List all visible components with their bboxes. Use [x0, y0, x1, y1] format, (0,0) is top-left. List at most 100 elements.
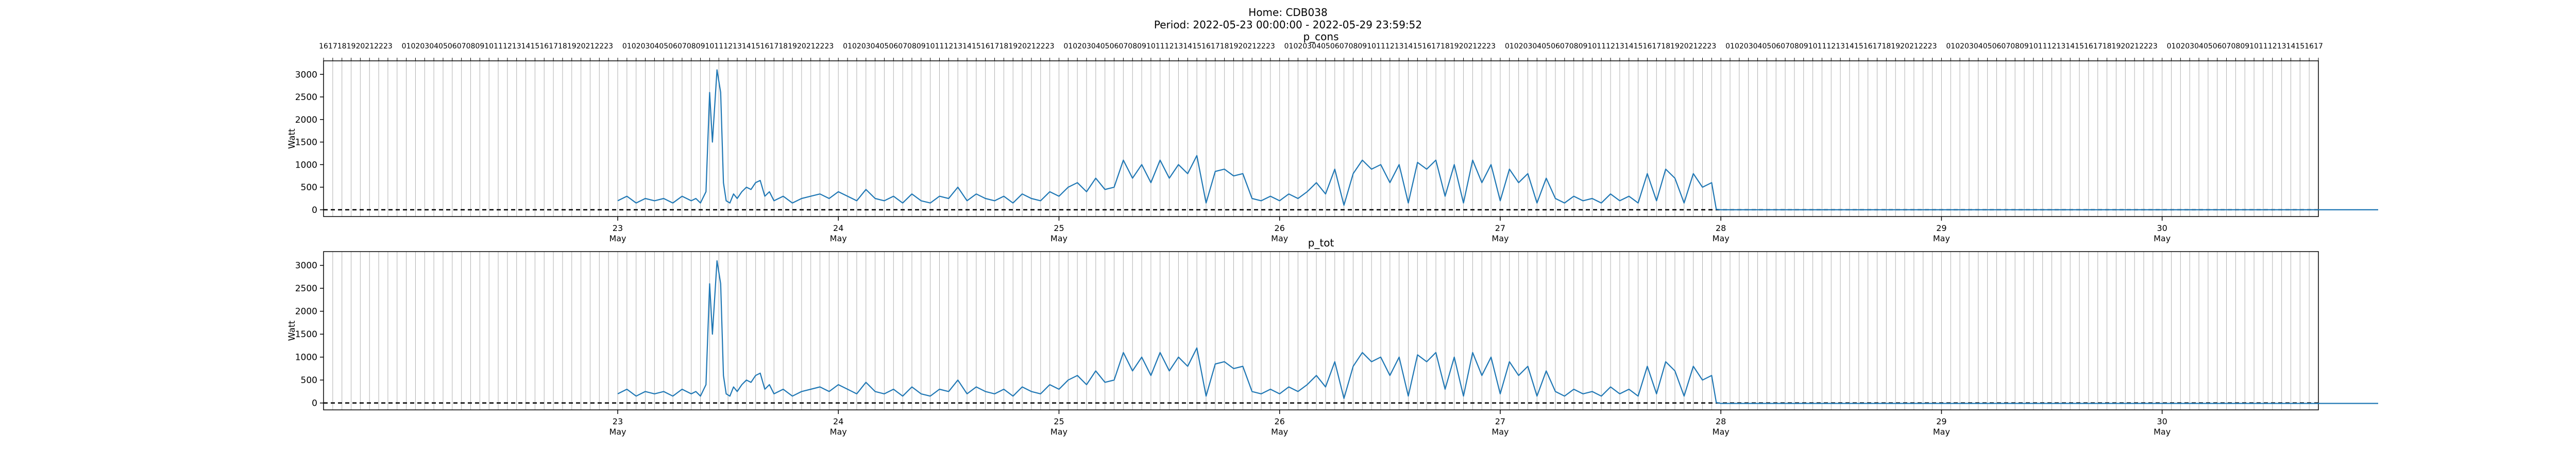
y-tick-label: 2000 [295, 115, 317, 125]
top-hour-label: 13 [1615, 42, 1624, 51]
top-hour-label: 18 [558, 42, 567, 51]
top-hour-label: 02 [1735, 42, 1744, 51]
top-hour-label: 09 [917, 42, 926, 51]
top-hour-label: 16 [1422, 42, 1431, 51]
top-hour-label: 16 [539, 42, 549, 51]
top-hour-label: 11 [494, 42, 503, 51]
day-tick-label: 28 [1716, 417, 1726, 426]
y-tick-label: 2500 [295, 92, 317, 103]
month-tick-label: May [1492, 427, 1509, 437]
top-hour-label: 17 [549, 42, 558, 51]
top-hour-label: 11 [1376, 42, 1385, 51]
day-tick-label: 26 [1275, 223, 1285, 233]
top-hour-label: 10 [1808, 42, 1818, 51]
top-hour-label: 22 [595, 42, 604, 51]
top-hour-label: 04 [429, 42, 438, 51]
top-hour-label: 08 [687, 42, 696, 51]
top-hour-label: 18 [1882, 42, 1891, 51]
top-hour-label: 06 [1551, 42, 1560, 51]
day-tick-label: 30 [2157, 223, 2167, 233]
top-hour-label: 21 [1027, 42, 1036, 51]
top-hour-label: 23 [824, 42, 834, 51]
top-hour-label: 09 [1137, 42, 1146, 51]
y-tick-label: 2000 [295, 307, 317, 317]
top-hour-label: 01 [1946, 42, 1955, 51]
chart-panel-p-tot: p_tot050010001500200025003000Watt23May24… [287, 237, 2378, 437]
top-hour-label: 23 [383, 42, 393, 51]
day-tick-label: 29 [1936, 417, 1946, 426]
top-hour-label: 15 [1413, 42, 1422, 51]
top-hour-label: 02 [632, 42, 641, 51]
top-hour-label: 11 [1156, 42, 1165, 51]
series-line [617, 69, 2378, 210]
top-hour-label: 10 [705, 42, 715, 51]
top-hour-label: 23 [604, 42, 613, 51]
top-hour-label: 07 [898, 42, 907, 51]
top-hour-label: 07 [457, 42, 466, 51]
top-hour-label: 18 [2103, 42, 2112, 51]
top-hour-label: 16 [981, 42, 990, 51]
top-hour-label: 22 [374, 42, 383, 51]
top-hour-label: 15 [1634, 42, 1643, 51]
month-tick-label: May [2154, 427, 2171, 437]
top-hour-label: 08 [1790, 42, 1799, 51]
top-hour-label: 23 [1707, 42, 1716, 51]
top-hour-label: 15 [2295, 42, 2304, 51]
top-hour-label: 20 [1459, 42, 1468, 51]
y-tick-label: 0 [312, 205, 317, 216]
month-tick-label: May [1933, 234, 1950, 243]
top-hour-label: 05 [1983, 42, 1992, 51]
top-hour-label: 14 [962, 42, 972, 51]
day-tick-label: 27 [1495, 223, 1505, 233]
top-hour-label: 19 [2112, 42, 2121, 51]
top-hour-label: 07 [1781, 42, 1790, 51]
day-tick-label: 23 [613, 223, 623, 233]
series-line [617, 260, 2378, 404]
top-hour-label: 18 [1220, 42, 1229, 51]
top-hour-label: 11 [935, 42, 944, 51]
day-tick-label: 26 [1275, 417, 1285, 426]
top-hour-label: 03 [1744, 42, 1753, 51]
top-hour-label: 15 [530, 42, 539, 51]
top-hour-label: 22 [1477, 42, 1486, 51]
top-hour-label: 03 [861, 42, 871, 51]
top-hour-label: 17 [2314, 42, 2323, 51]
top-hour-label: 09 [2240, 42, 2249, 51]
top-hour-label: 14 [742, 42, 751, 51]
top-hour-label: 04 [650, 42, 659, 51]
top-hour-label: 19 [788, 42, 797, 51]
top-hour-label: 13 [2277, 42, 2286, 51]
top-hour-label: 06 [1992, 42, 2002, 51]
hour-grid [323, 61, 2319, 217]
top-hour-label: 07 [1560, 42, 1569, 51]
top-hour-label: 16 [2304, 42, 2314, 51]
top-hour-label: 23 [2148, 42, 2158, 51]
top-hour-label: 10 [1587, 42, 1597, 51]
top-hour-label: 08 [1349, 42, 1358, 51]
top-hour-label: 21 [365, 42, 374, 51]
top-hour-label: 22 [816, 42, 825, 51]
top-hour-label: 04 [2194, 42, 2204, 51]
top-hour-label: 18 [1661, 42, 1670, 51]
top-hour-label: 16 [760, 42, 770, 51]
top-hour-label: 02 [1955, 42, 1964, 51]
plot-frame [323, 60, 2319, 217]
top-hour-label: 03 [1523, 42, 1533, 51]
top-hour-label: 20 [577, 42, 586, 51]
top-hour-label: 13 [512, 42, 521, 51]
top-hour-label: 21 [1247, 42, 1257, 51]
top-hour-label: 05 [659, 42, 668, 51]
month-tick-label: May [1050, 234, 1067, 243]
top-hour-label: 17 [2093, 42, 2103, 51]
month-tick-label: May [1713, 427, 1730, 437]
top-hour-label: 10 [484, 42, 494, 51]
top-hour-label: 10 [1146, 42, 1156, 51]
top-hour-label: 04 [1532, 42, 1541, 51]
month-tick-label: May [1271, 427, 1288, 437]
y-tick-label: 1000 [295, 353, 317, 363]
top-hour-label: 09 [1579, 42, 1588, 51]
top-hour-label: 12 [1385, 42, 1395, 51]
y-tick-label: 1500 [295, 138, 317, 148]
top-hour-label: 01 [843, 42, 852, 51]
